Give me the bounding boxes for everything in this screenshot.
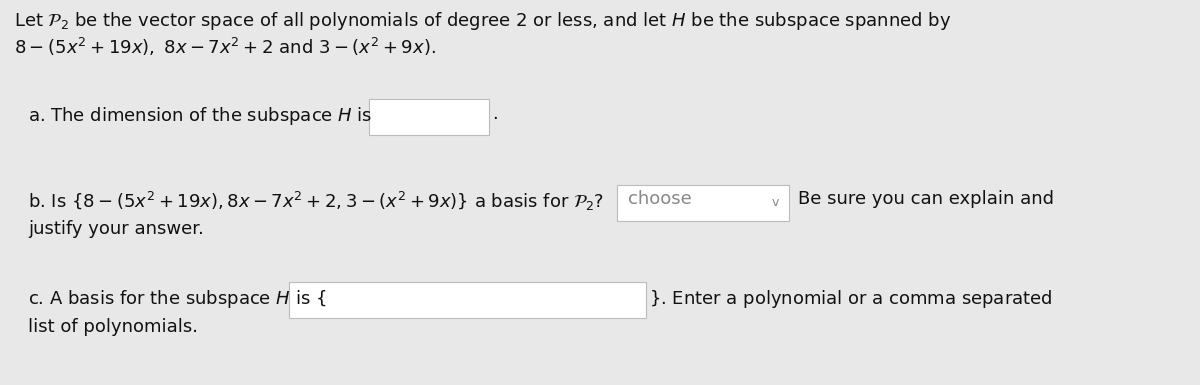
Text: justify your answer.: justify your answer. xyxy=(28,220,204,238)
Text: Let $\mathcal{P}_2$ be the vector space of all polynomials of degree 2 or less, : Let $\mathcal{P}_2$ be the vector space … xyxy=(14,10,952,32)
FancyBboxPatch shape xyxy=(370,99,490,135)
Text: a. The dimension of the subspace $H$ is: a. The dimension of the subspace $H$ is xyxy=(28,105,372,127)
Text: .: . xyxy=(492,105,498,123)
Text: Be sure you can explain and: Be sure you can explain and xyxy=(798,190,1054,208)
Text: choose: choose xyxy=(628,190,691,208)
Text: list of polynomials.: list of polynomials. xyxy=(28,318,198,336)
Text: $\}$. Enter a polynomial or a comma separated: $\}$. Enter a polynomial or a comma sepa… xyxy=(649,288,1052,310)
FancyBboxPatch shape xyxy=(617,185,790,221)
Text: b. Is $\{8-(5x^2+19x), 8x-7x^2+2, 3-(x^2+9x)\}$ a basis for $\mathcal{P}_2$?: b. Is $\{8-(5x^2+19x), 8x-7x^2+2, 3-(x^2… xyxy=(28,190,604,213)
Text: c. A basis for the subspace $H$ is $\{$: c. A basis for the subspace $H$ is $\{$ xyxy=(28,288,326,310)
FancyBboxPatch shape xyxy=(289,282,646,318)
Text: v: v xyxy=(772,196,779,209)
Text: $8-(5x^2+19x),\ 8x-7x^2+2$ and $3-(x^2+9x).$: $8-(5x^2+19x),\ 8x-7x^2+2$ and $3-(x^2+9… xyxy=(14,36,436,58)
